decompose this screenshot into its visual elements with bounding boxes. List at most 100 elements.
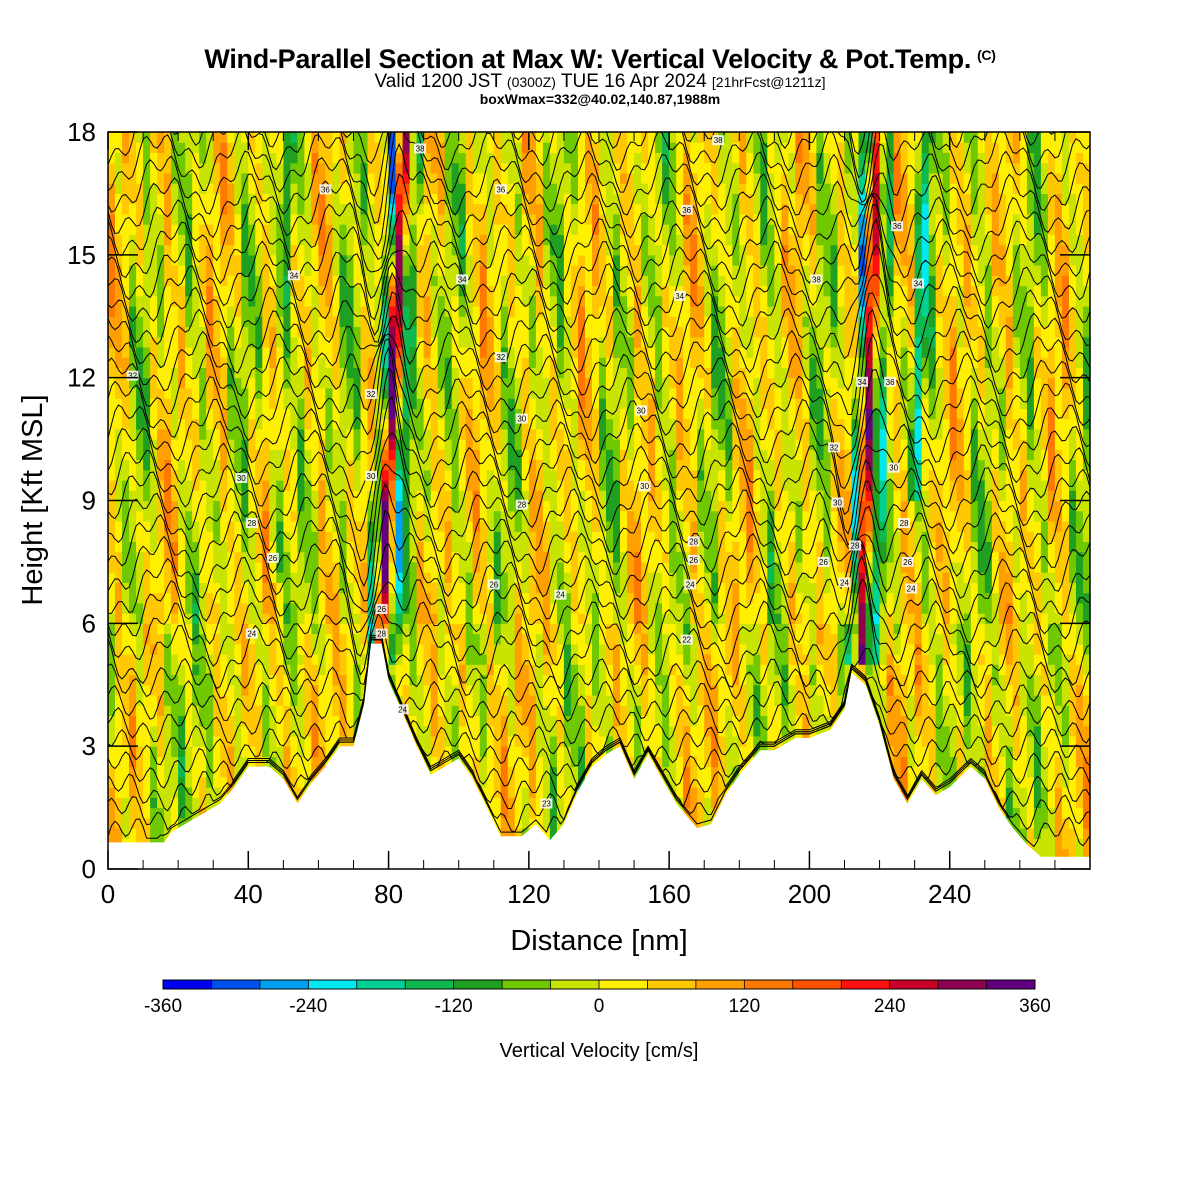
field-cell <box>143 408 151 420</box>
field-cell <box>227 316 235 328</box>
field-cell <box>227 725 235 737</box>
field-cell <box>395 367 404 379</box>
field-cell <box>269 347 277 358</box>
field-cell <box>437 234 446 246</box>
field-cell <box>479 480 488 491</box>
field-cell <box>185 623 193 635</box>
field-cell <box>325 715 333 727</box>
field-cell <box>241 684 249 696</box>
field-cell <box>129 582 137 594</box>
field-cell <box>185 326 193 338</box>
field-cell <box>192 746 200 757</box>
field-cell <box>269 224 277 235</box>
field-cell <box>227 490 235 502</box>
field-cell <box>129 817 137 829</box>
field-cell <box>458 602 467 614</box>
field-cell <box>549 408 558 420</box>
field-cell <box>465 613 474 624</box>
field-cell <box>122 203 130 215</box>
field-cell <box>143 480 151 491</box>
field-cell <box>241 561 249 573</box>
field-cell <box>143 439 151 450</box>
field-cell <box>423 623 432 635</box>
field-cell <box>444 234 453 246</box>
field-cell <box>549 162 558 174</box>
field-cell <box>178 715 186 727</box>
field-cell <box>542 295 551 307</box>
field-cell <box>521 285 530 297</box>
field-cell <box>248 418 256 430</box>
field-cell <box>493 152 502 164</box>
field-cell <box>136 295 144 307</box>
field-cell <box>136 776 144 788</box>
field-cell <box>486 183 495 194</box>
field-cell <box>255 367 263 379</box>
field-cell <box>402 592 411 604</box>
field-cell <box>563 551 572 563</box>
field-cell <box>297 336 305 348</box>
field-cell <box>206 787 214 798</box>
field-cell <box>157 602 165 614</box>
field-cell <box>185 234 193 246</box>
field-cell <box>451 172 460 184</box>
field-cell <box>143 326 151 338</box>
field-cell <box>248 500 256 512</box>
field-cell <box>157 705 165 716</box>
field-cell <box>451 490 460 502</box>
field-cell <box>122 183 130 194</box>
field-cell <box>185 490 193 502</box>
field-cell <box>178 428 186 440</box>
field-cell <box>178 357 186 368</box>
field-cell <box>234 746 242 757</box>
field-cell <box>297 602 305 614</box>
field-cell <box>129 643 137 655</box>
field-cell <box>220 142 228 153</box>
field-cell <box>556 725 565 737</box>
field-cell <box>311 725 319 737</box>
field-cell <box>192 766 200 778</box>
field-cell <box>192 643 200 655</box>
field-cell <box>136 572 144 583</box>
field-cell <box>578 357 586 368</box>
field-cell <box>206 480 214 491</box>
field-cell <box>136 203 144 215</box>
field-cell <box>304 561 312 573</box>
field-cell <box>227 582 235 594</box>
field-cell <box>451 193 460 205</box>
field-cell <box>514 234 523 246</box>
field-cell <box>430 224 439 235</box>
field-cell <box>521 254 530 266</box>
field-cell <box>528 306 537 317</box>
field-cell <box>479 664 488 676</box>
field-cell <box>150 377 158 389</box>
field-cell <box>115 193 123 205</box>
field-cell <box>416 254 425 266</box>
field-cell <box>381 347 390 358</box>
field-cell <box>262 531 270 542</box>
field-cell <box>325 459 333 471</box>
field-cell <box>556 254 565 266</box>
field-cell <box>213 275 221 287</box>
field-cell <box>150 674 158 686</box>
field-cell <box>199 316 207 328</box>
field-cell <box>304 469 312 481</box>
field-cell <box>220 254 228 266</box>
field-cell <box>416 705 425 716</box>
field-cell <box>479 459 488 471</box>
field-cell <box>325 725 333 737</box>
field-cell <box>514 285 523 297</box>
field-cell <box>164 695 172 706</box>
field-cell <box>339 377 348 389</box>
field-cell <box>542 664 551 676</box>
field-cell <box>458 203 467 215</box>
field-cell <box>115 613 123 624</box>
field-cell <box>199 132 207 143</box>
field-cell <box>297 162 305 174</box>
field-cell <box>402 490 411 502</box>
field-cell <box>353 459 362 471</box>
field-cell <box>458 224 467 235</box>
field-cell <box>297 735 305 747</box>
field-cell <box>234 347 242 358</box>
field-cell <box>339 643 348 655</box>
field-cell <box>136 674 144 686</box>
